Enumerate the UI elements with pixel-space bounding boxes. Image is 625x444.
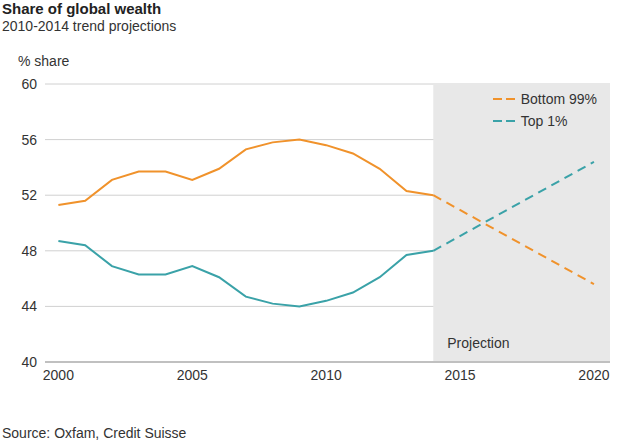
html-text:% share: % share	[18, 53, 70, 69]
svg-text:60: 60	[21, 76, 37, 92]
svg-text:40: 40	[21, 354, 37, 370]
html-text:2010-2014 trend projections: 2010-2014 trend projections	[2, 18, 177, 34]
svg-text:2000: 2000	[43, 367, 74, 383]
html-text:Share of global wealth: Share of global wealth	[2, 0, 162, 17]
svg-text:56: 56	[21, 132, 37, 148]
svg-text:Projection: Projection	[447, 335, 509, 351]
svg-text:52: 52	[21, 187, 37, 203]
html-text:Top 1%: Top 1%	[520, 113, 568, 129]
svg-text:2015: 2015	[444, 367, 475, 383]
svg-text:48: 48	[21, 243, 37, 259]
html-text:Source: Oxfam, Credit Suisse: Source: Oxfam, Credit Suisse	[2, 425, 187, 441]
svg-text:2010: 2010	[311, 367, 342, 383]
svg-text:44: 44	[21, 298, 37, 314]
svg-text:2005: 2005	[177, 367, 208, 383]
svg-text:2020: 2020	[578, 367, 609, 383]
html-text:Bottom 99%: Bottom 99%	[520, 91, 597, 107]
